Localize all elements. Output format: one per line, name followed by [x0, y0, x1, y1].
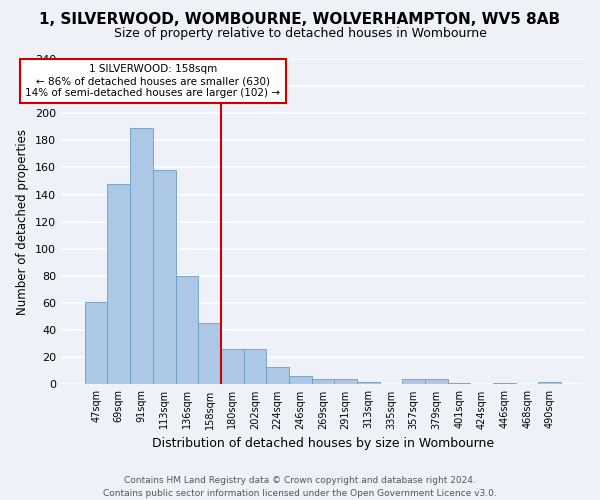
Bar	[289, 376, 311, 384]
X-axis label: Distribution of detached houses by size in Wombourne: Distribution of detached houses by size …	[152, 437, 494, 450]
Bar	[130, 128, 153, 384]
Bar	[538, 382, 561, 384]
Bar	[244, 349, 266, 384]
Bar	[153, 170, 176, 384]
Bar	[425, 379, 448, 384]
Bar	[176, 276, 198, 384]
Bar	[266, 367, 289, 384]
Bar	[493, 383, 516, 384]
Text: Size of property relative to detached houses in Wombourne: Size of property relative to detached ho…	[113, 28, 487, 40]
Bar	[198, 324, 221, 384]
Bar	[85, 302, 107, 384]
Bar	[334, 379, 357, 384]
Text: Contains HM Land Registry data © Crown copyright and database right 2024.
Contai: Contains HM Land Registry data © Crown c…	[103, 476, 497, 498]
Bar	[221, 349, 244, 384]
Bar	[448, 383, 470, 384]
Bar	[403, 379, 425, 384]
Text: 1, SILVERWOOD, WOMBOURNE, WOLVERHAMPTON, WV5 8AB: 1, SILVERWOOD, WOMBOURNE, WOLVERHAMPTON,…	[40, 12, 560, 28]
Bar	[107, 184, 130, 384]
Bar	[357, 382, 380, 384]
Bar	[311, 379, 334, 384]
Y-axis label: Number of detached properties: Number of detached properties	[16, 128, 29, 314]
Text: 1 SILVERWOOD: 158sqm
← 86% of detached houses are smaller (630)
14% of semi-deta: 1 SILVERWOOD: 158sqm ← 86% of detached h…	[25, 64, 280, 98]
